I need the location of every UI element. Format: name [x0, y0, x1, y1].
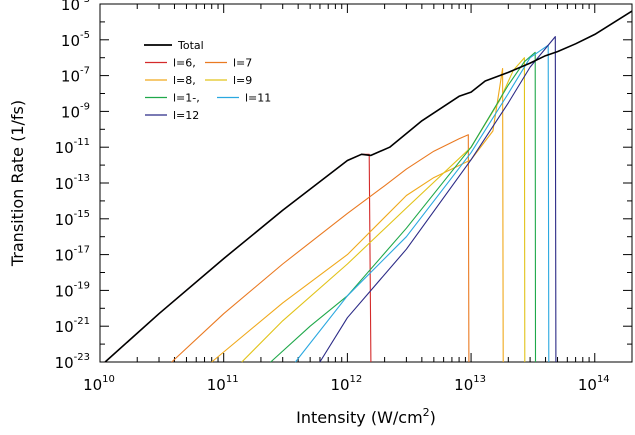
- y-axis-label: Transition Rate (1/fs): [8, 100, 27, 267]
- y-tick-label: 10-5: [61, 30, 90, 50]
- x-tick-label: 1012: [330, 374, 362, 394]
- legend-label: l=7: [233, 57, 252, 70]
- series-line-l-6: [104, 153, 372, 363]
- legend-label: l=8,: [173, 74, 196, 87]
- legend-label: l=6,: [173, 57, 196, 70]
- series-line-l-11: [294, 44, 550, 363]
- x-tick-label: 1010: [83, 374, 115, 394]
- legend: Total l=6, l=7 l=8, l=9 l=1-, l=11 l=12: [144, 39, 271, 122]
- series-line-l-1: [270, 51, 537, 363]
- y-tick-label: 10-17: [55, 245, 90, 265]
- y-tick-label: 10-7: [61, 66, 90, 86]
- x-tick-label: 1014: [578, 374, 610, 394]
- y-tick-label: 10-11: [55, 137, 90, 157]
- legend-label: l=9: [233, 74, 252, 87]
- x-tick-label: 1013: [454, 374, 486, 394]
- x-tick-labels: 1010 1011 1012 1013 1014: [83, 374, 610, 394]
- y-tick-label: 10-13: [55, 173, 90, 193]
- y-tick-label: 10-9: [61, 101, 90, 121]
- x-tick-label: 1011: [207, 374, 239, 394]
- axis-ticks: [99, 3, 633, 363]
- series-group: [104, 10, 633, 363]
- y-tick-label: 10-21: [55, 316, 90, 336]
- legend-label: l=11: [245, 92, 271, 105]
- legend-label: Total: [177, 39, 204, 52]
- y-tick-label: 10-3: [61, 0, 90, 14]
- y-tick-labels: 10-3 10-5 10-7 10-9 10-11 10-13 10-15 10-17 10-1…: [55, 0, 90, 372]
- legend-label: l=1-,: [173, 92, 200, 105]
- x-axis-label-superscript: 2: [423, 406, 430, 419]
- series-line-l-8: [211, 67, 504, 363]
- y-tick-label: 10-23: [55, 352, 90, 372]
- x-axis-label: Intensity (W/cm2): [296, 406, 436, 427]
- legend-label: l=12: [173, 109, 199, 122]
- series-line-total: [104, 10, 633, 363]
- series-line-l-12: [319, 36, 557, 363]
- y-tick-label: 10-19: [55, 280, 90, 300]
- series-line-l-7: [171, 134, 470, 363]
- y-tick-label: 10-15: [55, 209, 90, 229]
